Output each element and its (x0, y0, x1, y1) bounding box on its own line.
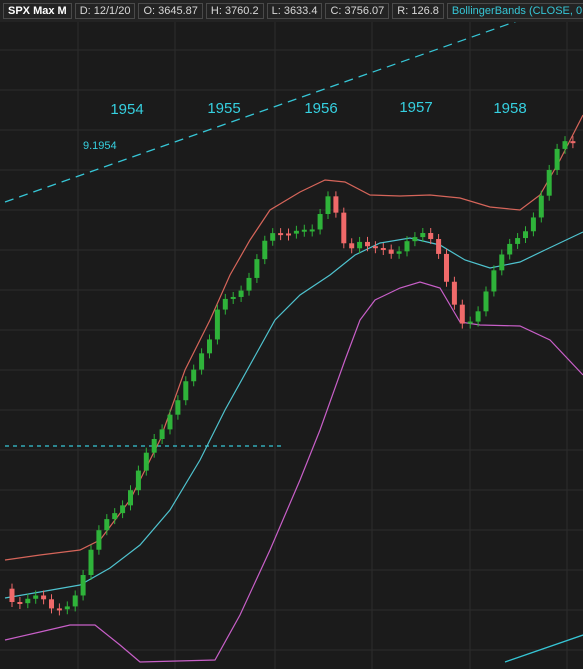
candle-body (183, 381, 189, 401)
candle-body (238, 290, 244, 297)
candle-body (420, 233, 426, 238)
candle-body (523, 231, 528, 239)
candle-body (135, 470, 141, 491)
candle-body (538, 195, 544, 218)
year-label: 1955 (207, 100, 240, 117)
candle-body (214, 309, 220, 340)
candle-body (222, 298, 228, 310)
field: R: 126.8 (392, 3, 444, 19)
candle-body (570, 141, 576, 144)
candle-body (412, 237, 418, 242)
candle-body (459, 304, 465, 324)
upper-band (4, 114, 583, 561)
candle-body (278, 233, 284, 236)
lower-band (4, 281, 583, 663)
candle-body (167, 414, 173, 430)
candle-body (286, 233, 291, 236)
year-label: 1956 (304, 100, 337, 117)
candle-body (72, 595, 78, 607)
candle-body (475, 311, 481, 322)
trend-line (504, 634, 583, 663)
middle-band (4, 231, 583, 599)
candle-body (88, 549, 94, 576)
candle-body (333, 196, 339, 213)
candle-body (207, 339, 212, 354)
candle-body (270, 233, 276, 241)
candle-body (191, 369, 197, 382)
candle-body (325, 196, 331, 215)
symbol[interactable]: SPX Max M (3, 3, 72, 19)
candle-body (128, 490, 133, 506)
candle-body (80, 575, 86, 596)
candle-body (451, 281, 457, 305)
candle-body (262, 240, 268, 260)
candle-body (530, 217, 536, 232)
candle-body (428, 233, 434, 240)
year-label: 1954 (110, 101, 143, 118)
candle-body (293, 230, 299, 234)
candle-body (309, 229, 315, 232)
year-label: 1957 (399, 99, 432, 116)
candle-body (404, 241, 410, 252)
field: O: 3645.87 (138, 3, 203, 19)
candle-body (507, 243, 513, 255)
candle-body (120, 505, 126, 514)
candle-body (56, 608, 62, 611)
candle-body (515, 238, 521, 244)
candle-body (159, 429, 165, 440)
field: D: 12/1/20 (74, 3, 136, 19)
study-label[interactable]: BollingerBands (CLOSE, 0, 20, -2 (446, 3, 583, 19)
trend-line (4, 22, 517, 203)
candle-body (317, 214, 323, 230)
grid (0, 22, 583, 669)
candle-body (546, 169, 552, 196)
field: H: 3760.2 (205, 3, 264, 19)
candle-body (254, 259, 260, 278)
candle-body (357, 241, 363, 249)
candle-body (483, 291, 489, 312)
candle-body (301, 229, 307, 232)
candle-body (230, 296, 236, 299)
year-label: 1958 (493, 100, 526, 117)
candle-body (380, 248, 386, 251)
candles (9, 136, 576, 616)
candle-body (396, 251, 402, 254)
candle-body (562, 141, 568, 149)
candle-body (41, 595, 47, 600)
chart: 1954 1955 1956 1957 1958 9.1954 (0, 22, 583, 669)
candle-body (491, 270, 497, 292)
candle-body (49, 599, 54, 609)
candle-body (96, 530, 102, 550)
candle-body (372, 246, 378, 249)
candle-body (9, 588, 15, 602)
candle-body (112, 513, 118, 520)
candle-body (64, 606, 70, 610)
candle-body (341, 212, 347, 244)
candle-body (199, 353, 205, 370)
candle-body (444, 253, 449, 282)
candle-body (388, 249, 394, 254)
candle-body (436, 239, 442, 254)
candle-body (349, 243, 355, 249)
candle-body (246, 277, 252, 291)
candle-body (499, 254, 505, 271)
candle-body (365, 241, 370, 247)
candle-body (151, 439, 157, 453)
annotation: 9.1954 (83, 140, 117, 152)
field: L: 3633.4 (266, 3, 323, 19)
candle-body (467, 321, 473, 324)
header-bar: SPX Max M D: 12/1/20 O: 3645.87 H: 3760.… (0, 0, 583, 22)
candle-body (17, 601, 23, 604)
candle-body (104, 519, 110, 531)
candle-body (143, 452, 149, 471)
candle-body (33, 595, 39, 599)
field: C: 3756.07 (325, 3, 390, 19)
candle-body (175, 400, 181, 415)
candle-body (25, 598, 31, 604)
candle-body (554, 148, 560, 170)
